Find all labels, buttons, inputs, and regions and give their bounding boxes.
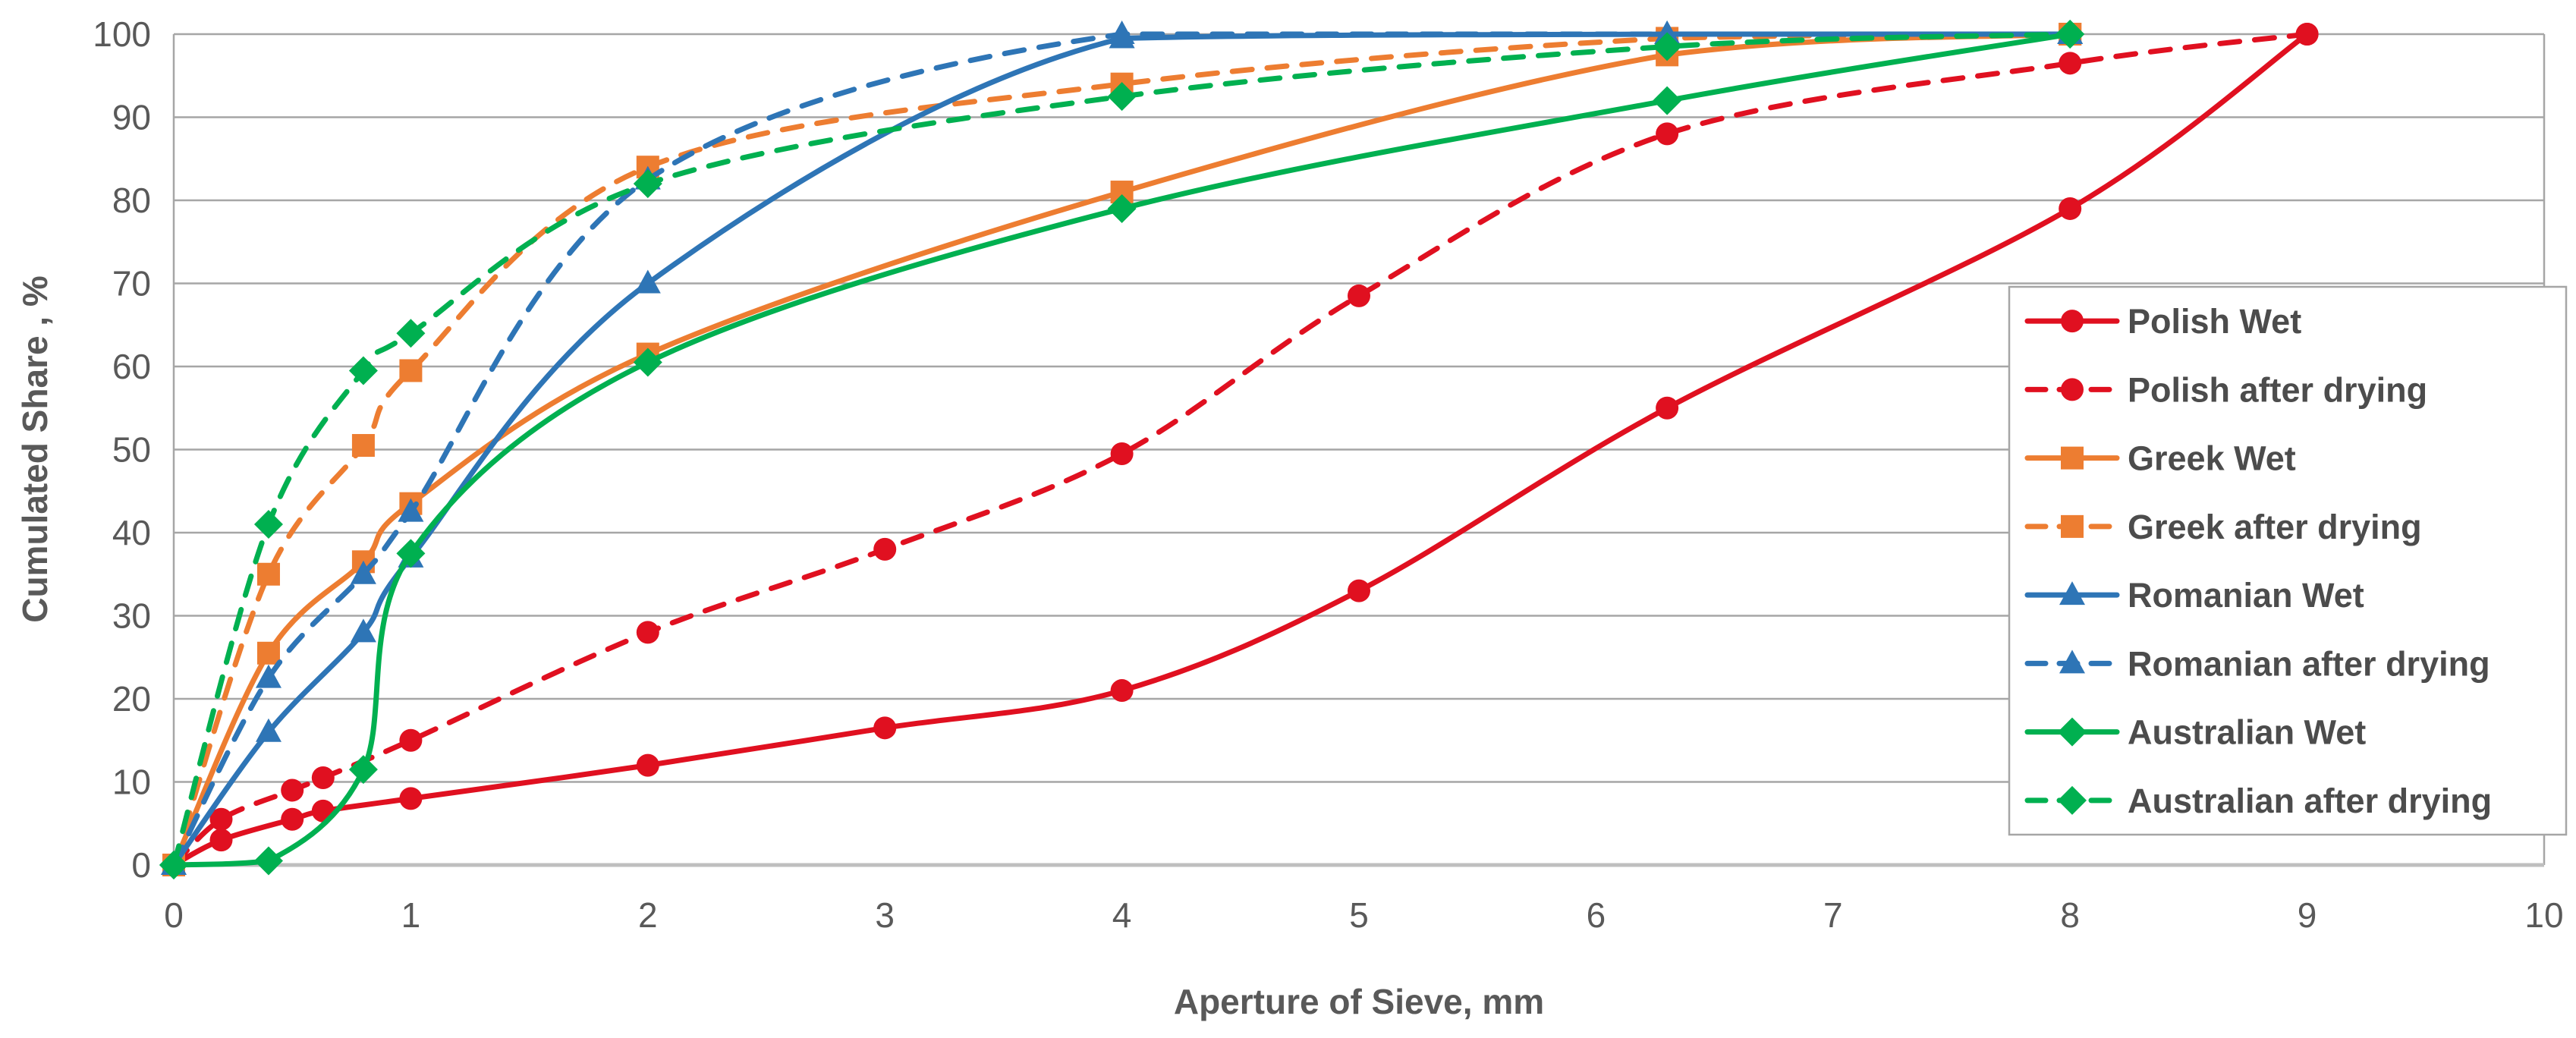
legend-label-greek-wet: Greek Wet (2128, 439, 2296, 478)
data-point-polish-after-drying-0.2mm (209, 807, 233, 831)
legend-marker-romanian-after-drying (2059, 650, 2085, 674)
y-tick-label-10: 10 (112, 763, 151, 802)
legend-item-greek-after-drying[interactable]: Greek after drying (2024, 508, 2422, 546)
x-axis-title: Aperture of Sieve, mm (1174, 982, 1544, 1021)
legend-item-australian-wet[interactable]: Australian Wet (2024, 713, 2366, 752)
x-tick-label-0: 0 (164, 895, 184, 935)
legend: Polish Wet Polish after drying Greek Wet Gr… (2008, 285, 2568, 836)
legend-marker-romanian-wet (2059, 581, 2085, 606)
legend-label-polish-after-drying: Polish after drying (2128, 370, 2427, 409)
y-tick-label-80: 80 (112, 181, 151, 220)
data-point-australian-wet-2mm (633, 348, 662, 377)
legend-label-polish-wet: Polish Wet (2128, 302, 2301, 341)
legend-label-greek-after-drying: Greek after drying (2128, 508, 2422, 546)
data-point-romanian-after-drying-4mm (1109, 20, 1135, 44)
y-tick-label-70: 70 (112, 264, 151, 304)
y-tick-label-90: 90 (112, 98, 151, 137)
legend-marker-polish-wet (2061, 310, 2084, 333)
legend-item-romanian-wet[interactable]: Romanian Wet (2024, 576, 2364, 615)
data-point-polish-after-drying-5mm (1348, 284, 1370, 307)
data-point-australian-after-drying-0.4mm (253, 510, 283, 539)
legend-marker-australian-wet (2058, 717, 2087, 747)
data-point-polish-wet-6.3mm (1656, 396, 1679, 420)
x-tick-label-7: 7 (1823, 895, 1843, 935)
data-point-greek-wet-0.4mm (256, 641, 280, 665)
data-point-australian-after-drying-6.3mm (1653, 32, 1682, 61)
data-point-romanian-after-drying-0.4mm (255, 664, 282, 688)
data-point-australian-wet-0.8mm (348, 755, 378, 785)
data-point-greek-after-drying-1mm (399, 359, 423, 382)
x-tick-label-1: 1 (401, 895, 421, 935)
data-point-polish-wet-1mm (399, 787, 423, 810)
x-tick-label-4: 4 (1112, 895, 1132, 935)
data-point-romanian-after-drying-0.8mm (350, 560, 376, 584)
legend-item-australian-after-drying[interactable]: Australian after drying (2024, 782, 2492, 820)
series-australian-after-drying[interactable] (159, 20, 2085, 879)
data-point-polish-wet-8mm (2059, 197, 2082, 220)
data-point-polish-wet-5mm (1348, 579, 1370, 602)
data-point-romanian-wet-0.4mm (255, 718, 282, 742)
legend-marker-australian-after-drying (2058, 785, 2087, 815)
y-tick-label-50: 50 (112, 430, 151, 470)
x-tick-label-6: 6 (1587, 895, 1606, 935)
data-point-australian-wet-4mm (1107, 193, 1137, 223)
legend-item-polish-after-drying[interactable]: Polish after drying (2024, 370, 2427, 409)
tick-labels: 0 10 20 30 40 50 60 70 80 90 100 0 1 2 3 4 5 6 7 8 9 10 (93, 14, 2563, 935)
data-point-greek-after-drying-0.8mm (351, 434, 375, 458)
data-point-polish-after-drying-8mm (2059, 52, 2082, 75)
data-point-australian-after-drying-0.8mm (348, 356, 378, 385)
x-tick-label-9: 9 (2298, 895, 2317, 935)
data-point-greek-after-drying-0.4mm (256, 562, 280, 586)
data-point-polish-wet-4mm (1110, 679, 1134, 703)
y-axis-title: Cumulated Share , % (15, 275, 55, 623)
x-tick-label-8: 8 (2060, 895, 2080, 935)
y-tick-label-100: 100 (93, 14, 151, 54)
data-point-australian-after-drying-8mm (2055, 20, 2085, 49)
data-point-polish-wet-0.2mm (209, 829, 233, 852)
data-point-polish-wet-0.5mm (281, 807, 304, 831)
x-tick-label-5: 5 (1349, 895, 1369, 935)
data-point-polish-wet-2mm (636, 753, 659, 777)
data-point-polish-after-drying-1mm (399, 728, 423, 752)
data-point-romanian-after-drying-1mm (398, 498, 424, 522)
data-point-romanian-wet-0.8mm (350, 618, 376, 643)
data-point-romanian-wet-2mm (634, 269, 661, 294)
y-tick-label-40: 40 (112, 513, 151, 552)
y-tick-label-30: 30 (112, 596, 151, 636)
data-point-australian-after-drying-4mm (1107, 82, 1137, 112)
data-point-polish-after-drying-0.63mm (311, 766, 335, 790)
y-tick-label-60: 60 (112, 347, 151, 386)
legend-item-greek-wet[interactable]: Greek Wet (2024, 439, 2296, 478)
data-point-polish-after-drying-6.3mm (1656, 122, 1679, 146)
x-tick-label-2: 2 (638, 895, 658, 935)
legend-item-polish-wet[interactable]: Polish Wet (2024, 302, 2301, 341)
legend-box (2008, 285, 2568, 836)
data-point-polish-wet-3mm (873, 716, 897, 740)
data-point-australian-wet-1mm (396, 539, 426, 568)
legend-item-romanian-after-drying[interactable]: Romanian after drying (2024, 644, 2490, 683)
legend-marker-greek-wet (2061, 446, 2084, 470)
data-point-polish-after-drying-0.5mm (281, 778, 304, 802)
data-point-australian-after-drying-0mm (159, 851, 188, 879)
legend-label-australian-after-drying: Australian after drying (2128, 782, 2492, 820)
data-point-polish-after-drying-3mm (873, 537, 897, 561)
legend-label-australian-wet: Australian Wet (2128, 713, 2366, 752)
data-point-polish-after-drying-9mm (2295, 23, 2319, 46)
data-point-australian-wet-0.4mm (253, 846, 283, 876)
y-tick-label-20: 20 (112, 679, 151, 719)
x-tick-label-3: 3 (875, 895, 895, 935)
legend-marker-polish-after-drying (2061, 378, 2084, 401)
data-point-australian-after-drying-2mm (633, 169, 662, 199)
data-point-australian-wet-6.3mm (1653, 86, 1682, 115)
x-tick-label-10: 10 (2524, 895, 2563, 935)
legend-label-romanian-after-drying: Romanian after drying (2128, 644, 2490, 683)
data-point-polish-after-drying-2mm (636, 621, 659, 644)
data-point-polish-after-drying-4mm (1110, 442, 1134, 465)
y-tick-label-0: 0 (131, 845, 151, 885)
legend-label-romanian-wet: Romanian Wet (2128, 576, 2364, 615)
data-point-australian-after-drying-1mm (396, 319, 426, 348)
legend-marker-greek-after-drying (2061, 514, 2084, 538)
